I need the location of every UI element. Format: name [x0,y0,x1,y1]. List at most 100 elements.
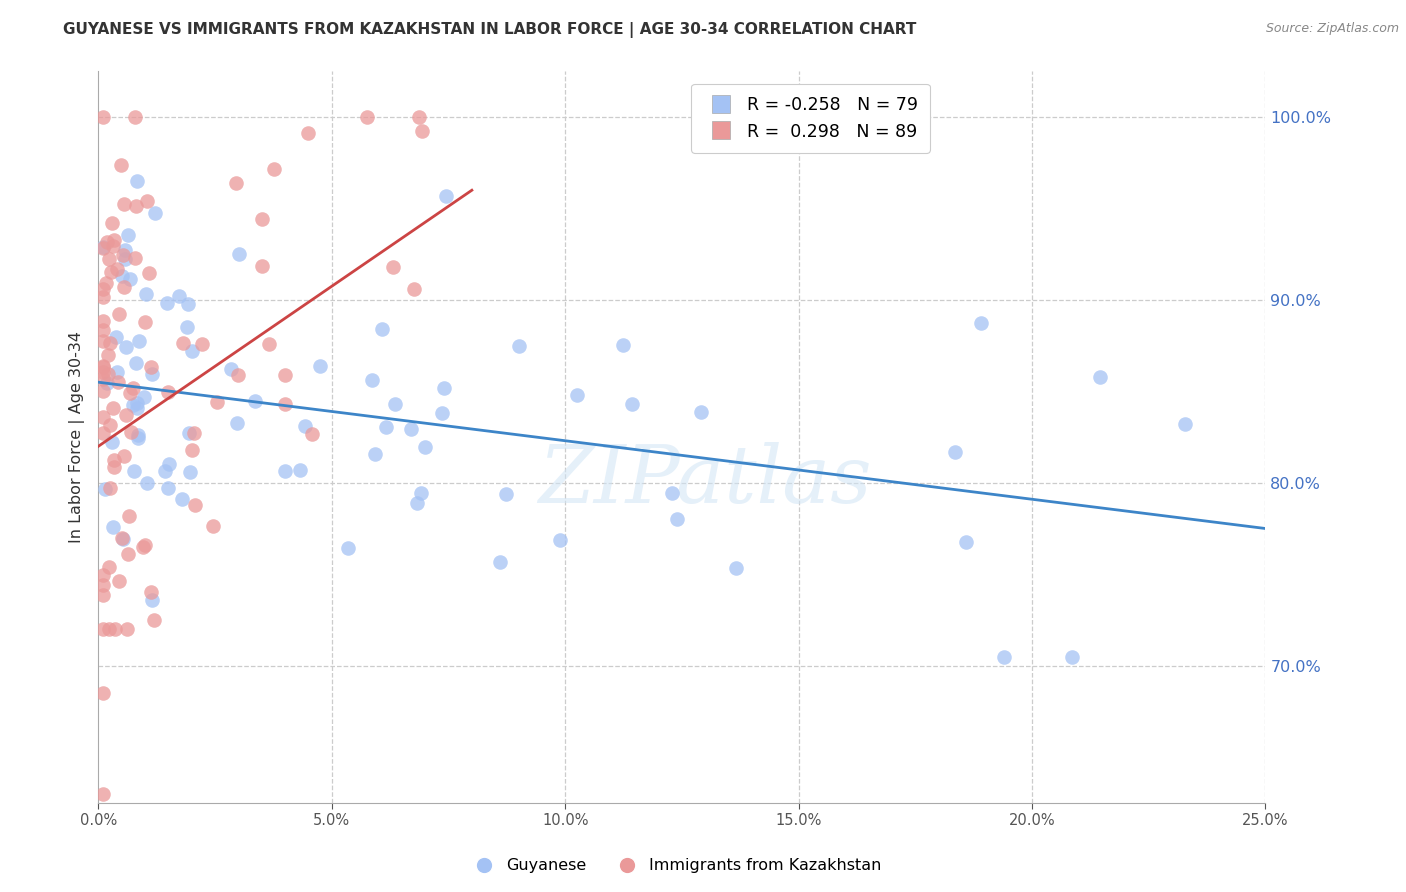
Point [91,241,114,255]
Point [107,375,129,389]
Point [143,205,166,219]
Point [184,498,207,512]
Point [384,397,406,411]
Point [356,110,378,124]
Point [724,561,747,575]
Point [406,496,429,510]
Point [135,286,157,301]
Point [136,475,159,490]
Point [228,247,250,261]
Point [621,397,644,411]
Point [105,365,128,379]
Point [177,425,200,440]
Point [110,158,132,172]
Point [294,418,316,433]
Point [399,422,422,436]
Point [290,463,312,477]
Point [127,428,149,442]
Point [125,199,148,213]
Point [108,574,131,589]
Legend: R = -0.258   N = 79, R =  0.298   N = 89: R = -0.258 N = 79, R = 0.298 N = 89 [692,84,929,153]
Point [120,425,142,439]
Point [143,613,166,627]
Point [409,486,432,500]
Text: GUYANESE VS IMMIGRANTS FROM KAZAKHSTAN IN LABOR FORCE | AGE 30-34 CORRELATION CH: GUYANESE VS IMMIGRANTS FROM KAZAKHSTAN I… [63,22,917,38]
Point [127,396,149,410]
Point [219,362,242,376]
Point [508,339,530,353]
Point [308,359,330,374]
Point [91,313,114,327]
Point [103,239,125,253]
Point [134,315,156,329]
Point [263,161,285,176]
Point [91,384,114,398]
Point [117,228,139,243]
Point [489,555,512,569]
Point [91,588,114,602]
Point [91,281,114,295]
Point [91,240,114,254]
Point [132,540,155,554]
Point [111,533,134,547]
Point [361,373,384,387]
Point [122,398,145,412]
Point [134,538,156,552]
Point [943,444,966,458]
Point [172,335,194,350]
Point [274,397,297,411]
Point [202,518,225,533]
Point [91,371,114,385]
Legend: Guyanese, Immigrants from Kazakhstan: Guyanese, Immigrants from Kazakhstan [461,852,889,880]
Point [100,418,122,433]
Point [548,533,571,547]
Point [96,235,118,249]
Point [176,320,198,334]
Point [94,482,117,496]
Point [112,280,135,294]
Point [970,316,993,330]
Point [101,434,124,449]
Point [690,405,713,419]
Point [139,584,162,599]
Point [1088,370,1111,384]
Point [243,393,266,408]
Point [661,486,683,500]
Point [91,578,114,592]
Point [134,390,156,404]
Point [112,449,135,463]
Point [114,252,136,267]
Point [103,452,125,467]
Point [371,322,394,336]
Point [153,464,176,478]
Point [103,459,125,474]
Point [191,337,214,351]
Point [565,388,588,402]
Point [97,622,120,636]
Point [107,307,129,321]
Point [169,289,191,303]
Point [122,464,145,478]
Point [101,217,124,231]
Point [93,622,115,636]
Point [114,340,136,354]
Point [665,512,688,526]
Point [91,568,114,582]
Point [225,176,247,190]
Point [495,487,517,501]
Point [114,243,136,257]
Point [91,290,114,304]
Point [104,622,127,636]
Point [136,194,159,208]
Point [177,297,200,311]
Point [91,323,114,337]
Point [111,268,134,283]
Point [91,410,114,425]
Point [124,110,146,124]
Point [250,211,273,226]
Point [157,385,180,400]
Point [118,509,141,524]
Point [91,686,114,700]
Point [91,359,114,374]
Point [612,337,634,351]
